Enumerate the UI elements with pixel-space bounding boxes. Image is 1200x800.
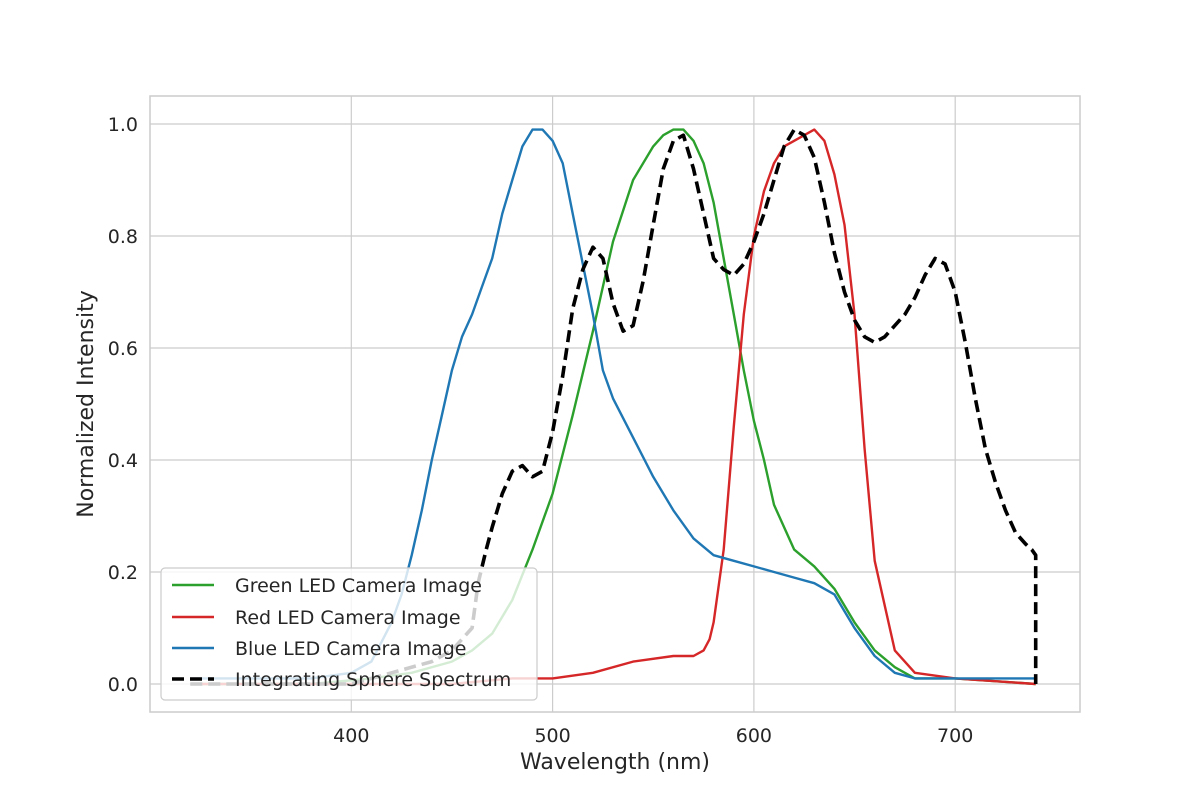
y-tick-label: 0.8 (108, 226, 138, 248)
y-tick-label: 0.6 (108, 338, 138, 360)
legend-frame (160, 567, 538, 701)
x-tick-label: 600 (736, 725, 772, 747)
legend: Green LED Camera Image Red LED Camera Im… (160, 567, 538, 701)
y-tick-label: 0.0 (108, 674, 138, 696)
red-led-series-line (190, 128, 1036, 686)
x-tick-label: 500 (534, 725, 570, 747)
legend-label-blue: Blue LED Camera Image (235, 638, 466, 660)
legend-label-sphere: Integrating Sphere Spectrum (235, 669, 511, 691)
x-tick-label: 700 (937, 725, 973, 747)
legend-label-red: Red LED Camera Image (235, 607, 461, 629)
legend-label-green: Green LED Camera Image (235, 575, 482, 597)
x-tick-label: 400 (333, 725, 369, 747)
x-axis-label: Wavelength (nm) (520, 750, 710, 775)
y-tick-label: 0.2 (108, 562, 138, 584)
tick-layer: 400 500 600 700 0.0 0.2 0.4 0.6 0.8 1.0 (108, 114, 974, 747)
y-tick-label: 0.4 (108, 450, 138, 472)
y-axis-label: Normalized Intensity (74, 290, 99, 518)
y-tick-label: 1.0 (108, 114, 138, 136)
